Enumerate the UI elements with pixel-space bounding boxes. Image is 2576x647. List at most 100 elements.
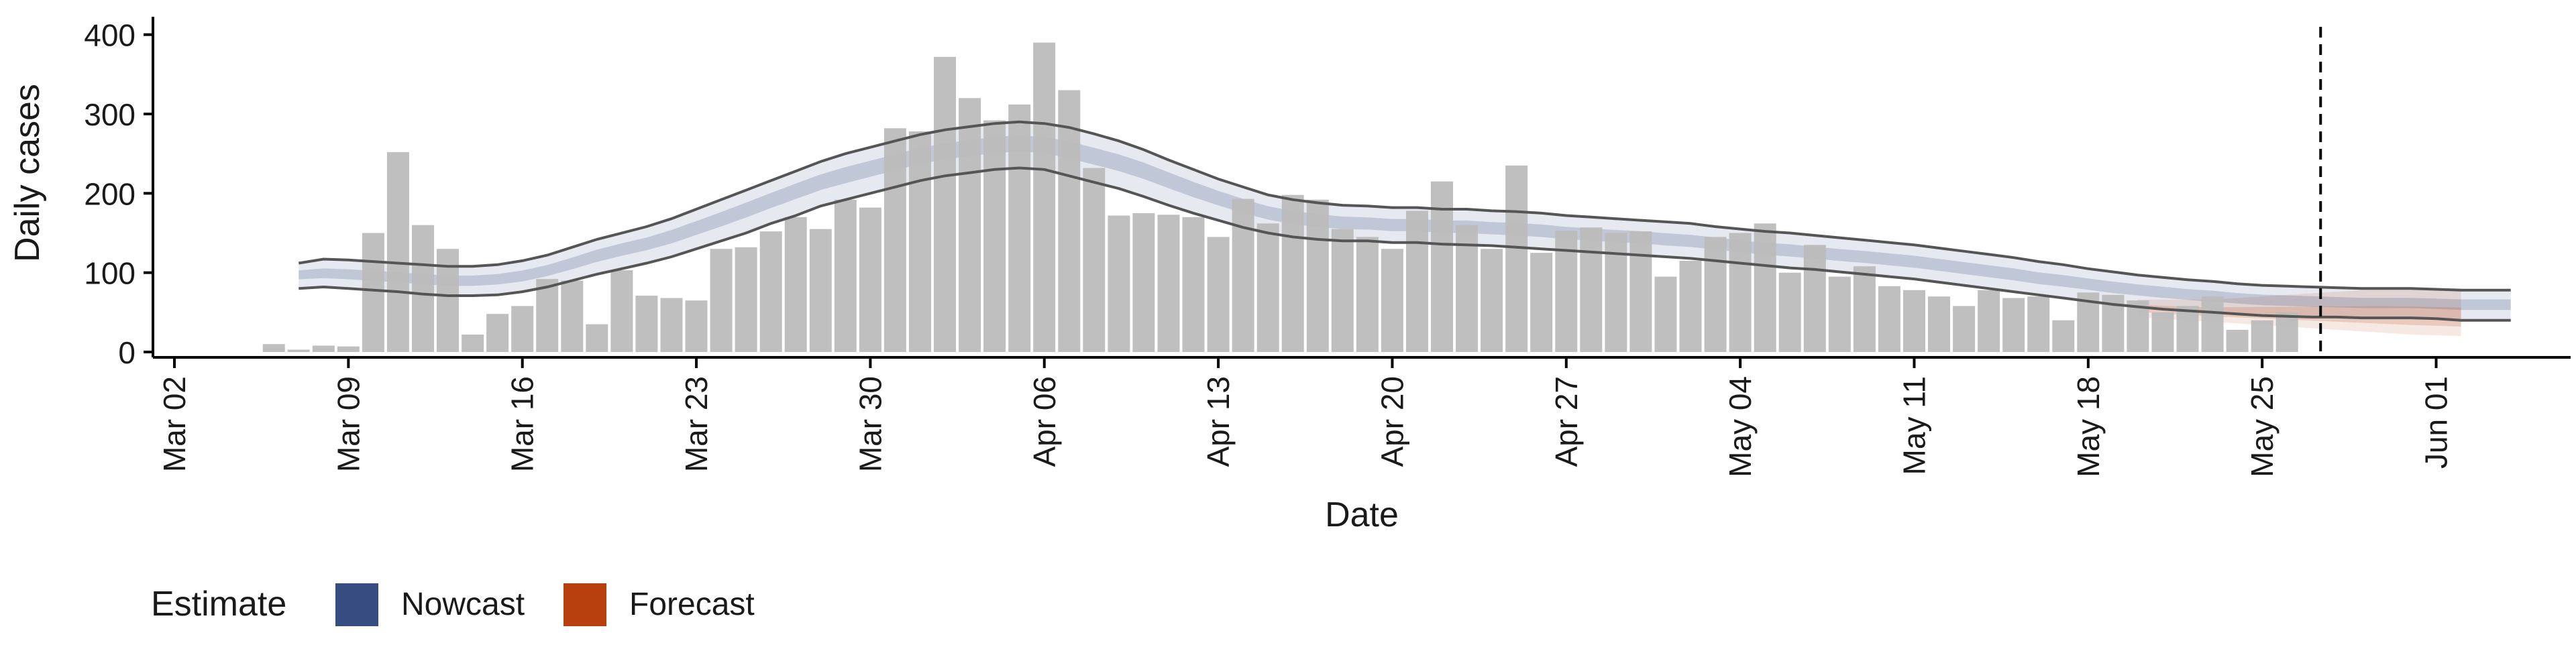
bar	[759, 231, 782, 352]
bar	[959, 98, 981, 353]
bar	[735, 247, 757, 352]
bar	[859, 207, 881, 352]
bar	[1381, 249, 1403, 352]
bar	[635, 296, 658, 352]
bar	[1157, 215, 1180, 352]
bar	[1828, 276, 1851, 352]
bar	[1108, 215, 1130, 352]
bar	[784, 217, 807, 352]
x-tick-label: May 04	[1723, 376, 1758, 477]
bar	[1803, 245, 1826, 353]
bar	[412, 225, 434, 352]
x-tick-label: Mar 09	[331, 376, 366, 472]
bar	[660, 298, 683, 352]
bar	[2151, 312, 2174, 352]
legend-title: Estimate	[151, 585, 286, 624]
bar	[2027, 296, 2050, 352]
bar	[809, 229, 832, 352]
legend-label-forecast: Forecast	[629, 587, 755, 622]
bar	[2127, 300, 2149, 352]
bar	[2052, 320, 2075, 352]
bar	[2176, 306, 2199, 352]
y-tick-label: 200	[84, 176, 136, 211]
bar	[685, 300, 708, 352]
bar	[909, 131, 931, 352]
bar	[710, 249, 733, 352]
legend-label-nowcast: Nowcast	[401, 587, 525, 622]
bar	[1605, 233, 1627, 352]
bar	[1356, 237, 1379, 352]
bar	[1331, 229, 1354, 352]
x-tick-label: Mar 30	[853, 376, 888, 472]
bar	[2201, 296, 2224, 352]
legend-swatch-nowcast	[335, 583, 378, 626]
bar	[1505, 165, 1528, 352]
bar	[1853, 266, 1876, 352]
bar	[1530, 253, 1553, 352]
bar	[1953, 306, 1976, 352]
bar	[1481, 249, 1503, 352]
bar	[1182, 217, 1205, 352]
bar	[1928, 296, 1950, 352]
x-tick-label: May 25	[2245, 376, 2279, 477]
bar	[337, 346, 360, 352]
bar	[1306, 199, 1329, 352]
y-tick-label: 0	[118, 335, 136, 370]
bar	[287, 349, 310, 352]
bar	[1629, 231, 1652, 352]
uncertainty-bands	[299, 121, 2511, 337]
nowcast-ci90-band	[299, 121, 2511, 320]
legend-swatch-forecast	[564, 583, 606, 626]
x-tick-label: May 18	[2071, 376, 2106, 477]
bar	[1679, 260, 1702, 352]
bar	[262, 344, 285, 352]
x-tick-label: Mar 23	[679, 376, 714, 472]
bar	[2226, 329, 2249, 352]
bar	[362, 233, 384, 352]
bar	[983, 120, 1006, 352]
bar	[2275, 312, 2298, 352]
bar	[2002, 298, 2025, 352]
bar	[1232, 198, 1254, 352]
x-tick-label: Mar 16	[505, 376, 540, 472]
bar	[1256, 223, 1279, 352]
x-tick-label: Apr 06	[1027, 376, 1062, 467]
bar	[386, 152, 409, 353]
x-tick-label: Jun 01	[2419, 376, 2454, 469]
bar	[1978, 290, 2000, 352]
bar	[312, 345, 335, 352]
bar	[834, 199, 857, 352]
y-tick-label: 300	[84, 97, 136, 132]
bar	[1132, 213, 1155, 352]
bar	[883, 128, 906, 353]
y-ticks: 0 100 200 300 400	[84, 18, 153, 370]
bar	[1580, 227, 1603, 352]
bar	[1878, 286, 1900, 352]
bar	[1281, 194, 1304, 352]
bar	[1431, 181, 1453, 352]
nowcast-lower-line	[299, 166, 2511, 322]
bar	[934, 56, 956, 353]
y-axis-title: Daily cases	[8, 84, 47, 262]
bar	[1729, 233, 1752, 352]
bar	[610, 270, 633, 352]
bar	[1778, 272, 1801, 352]
bar	[462, 335, 484, 352]
bar	[1754, 223, 1776, 352]
x-axis-title: Date	[1325, 495, 1399, 534]
legend: Estimate Nowcast Forecast	[151, 583, 755, 626]
bar	[1083, 168, 1106, 352]
bar	[1033, 42, 1056, 352]
x-tick-label: Mar 02	[157, 376, 192, 472]
bar	[1903, 290, 1925, 352]
bars-group	[262, 42, 2298, 353]
bar	[1704, 237, 1727, 352]
x-tick-label: May 11	[1897, 376, 1932, 475]
bar	[1058, 90, 1081, 352]
x-tick-label: Apr 13	[1201, 376, 1236, 467]
bar	[511, 306, 534, 352]
bar	[1654, 276, 1677, 352]
bar	[1008, 104, 1031, 353]
x-ticks: Mar 02 Mar 09 Mar 16 Mar 23 Mar 30 Apr 06 Apr …	[157, 357, 2454, 477]
